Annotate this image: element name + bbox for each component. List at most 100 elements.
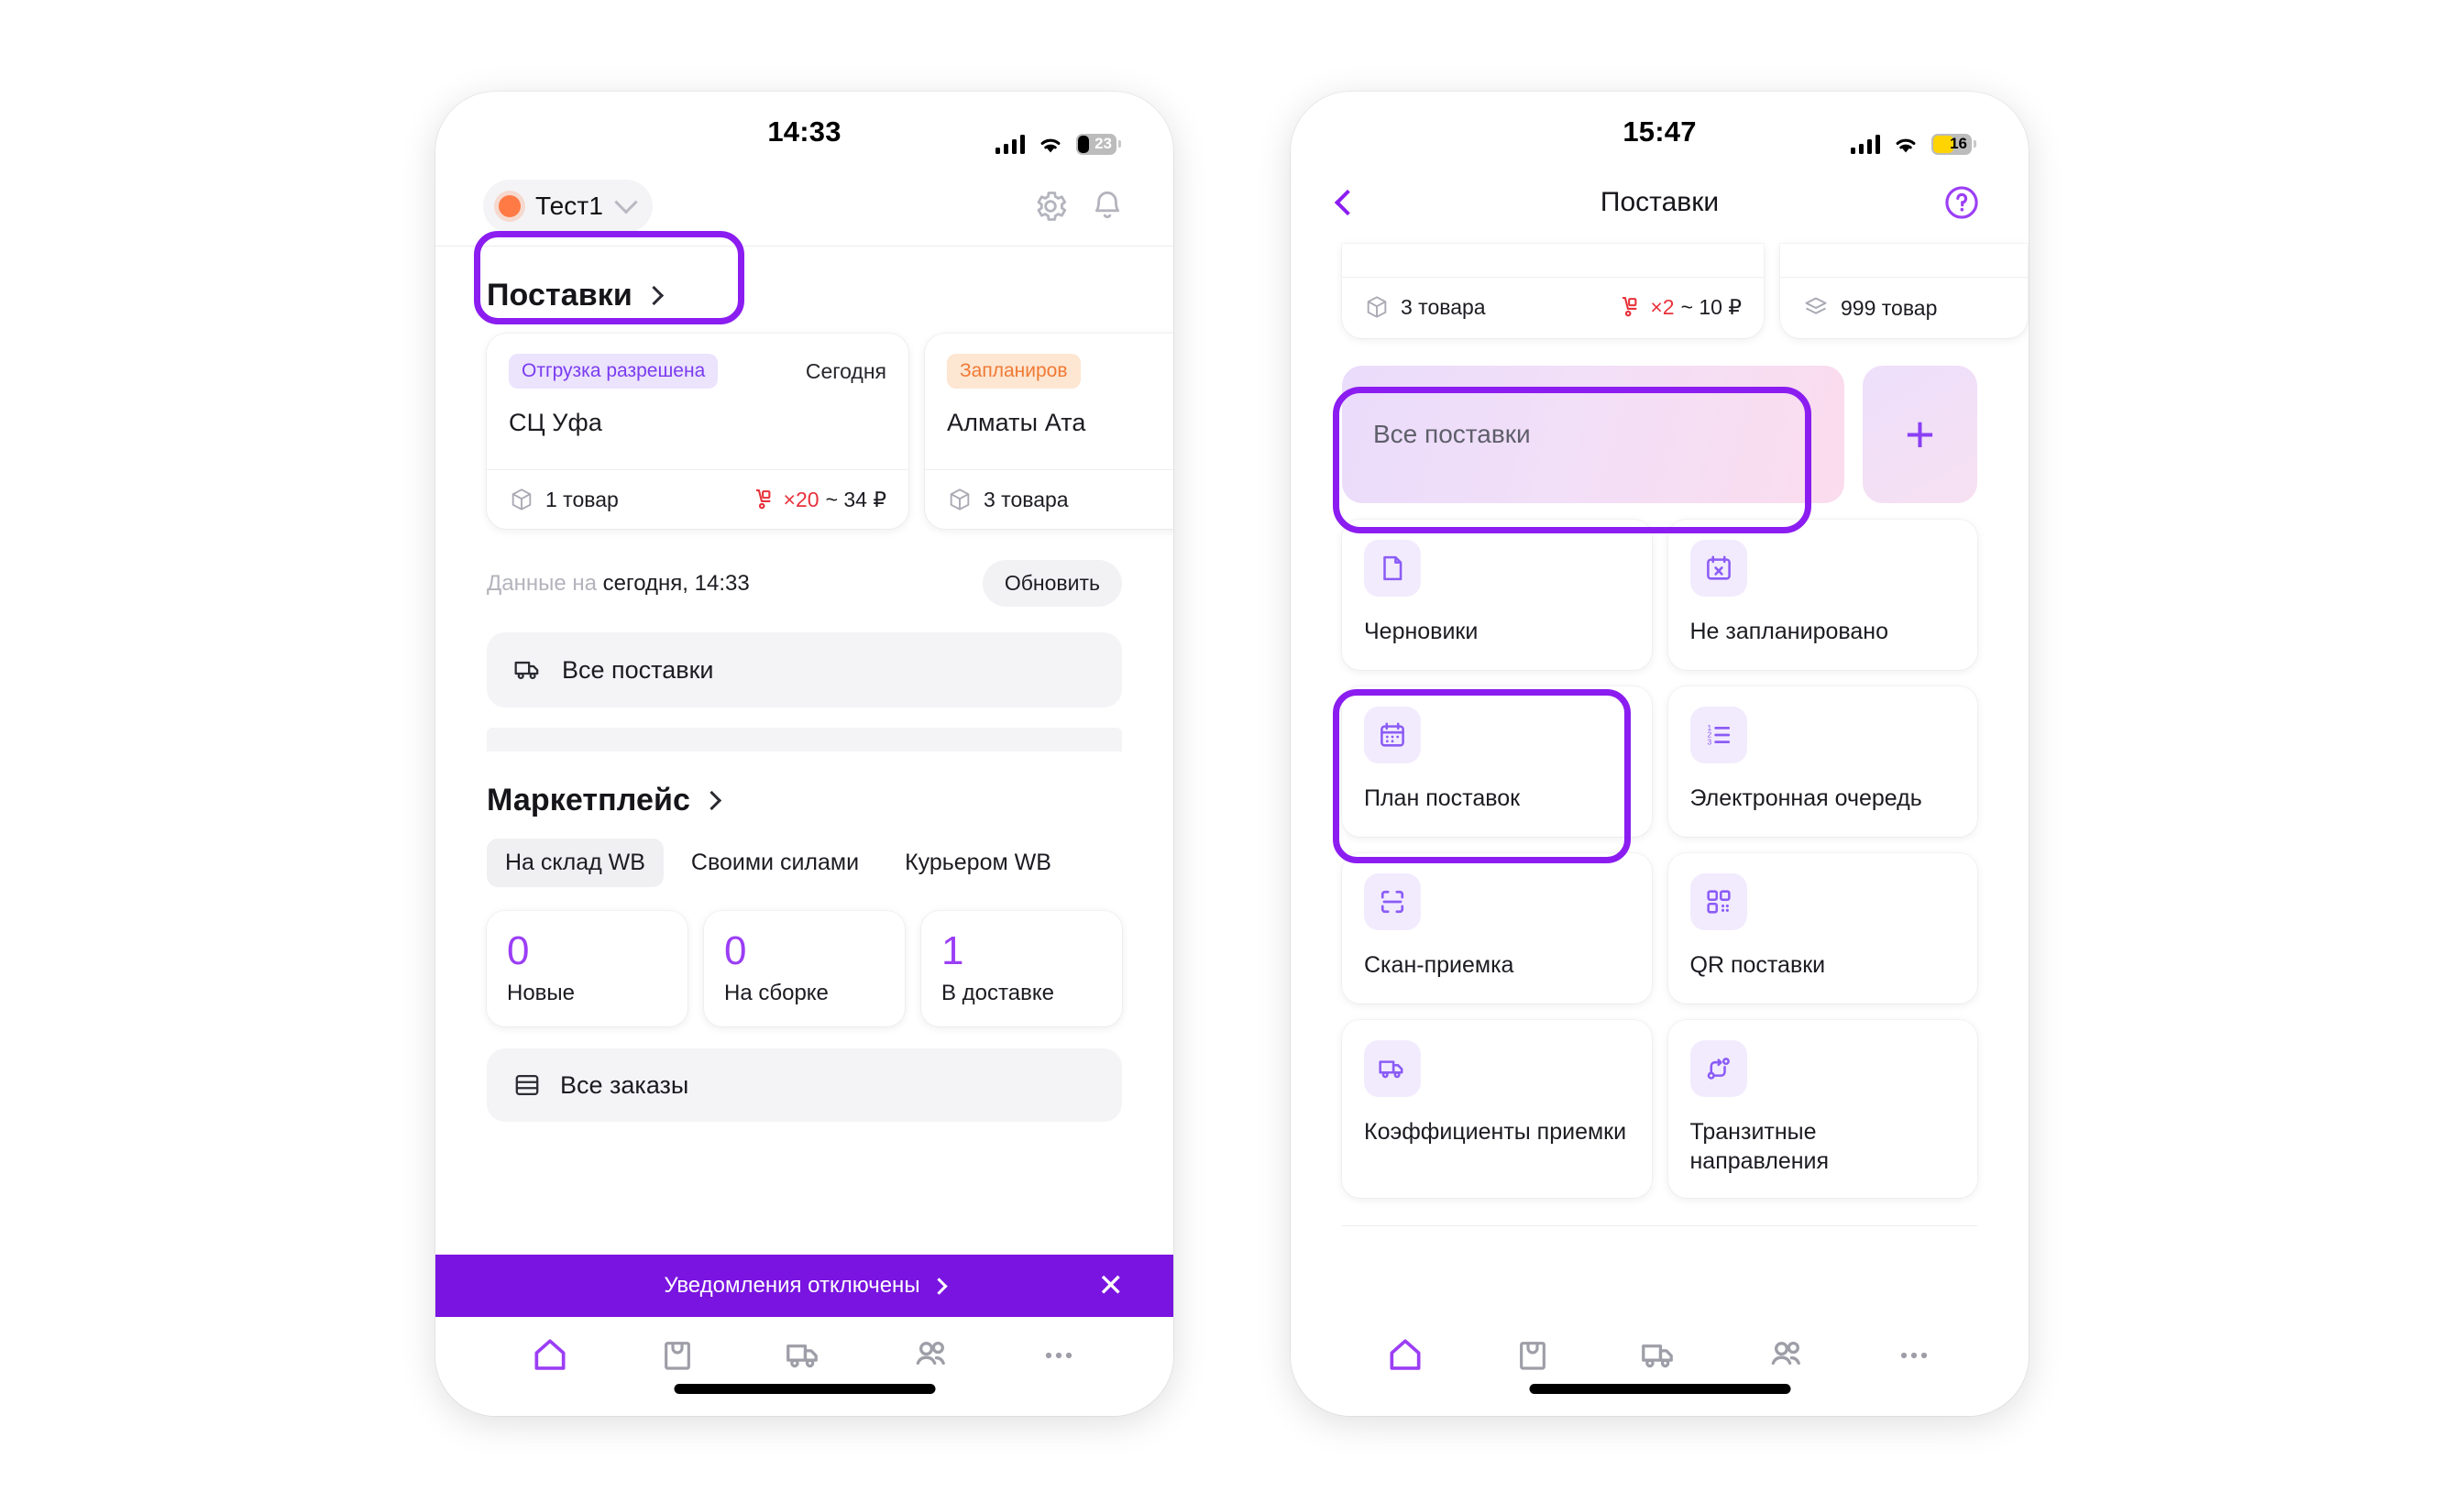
- people-icon: [916, 1341, 945, 1366]
- nav-people[interactable]: [1760, 1332, 1813, 1379]
- nav-people[interactable]: [905, 1332, 958, 1379]
- marketplace-title: Маркетплейс: [487, 783, 691, 817]
- tile-label: Электронная очередь: [1689, 785, 1922, 811]
- nav-supplies[interactable]: [777, 1332, 830, 1379]
- tile-acceptance-coefficients[interactable]: Коэффициенты приемки: [1342, 1020, 1652, 1198]
- home-indicator: [1529, 1384, 1790, 1394]
- items-count: 3 товара: [1401, 294, 1486, 319]
- bag-icon: [1519, 1342, 1546, 1370]
- notifications-banner-text: Уведомления отключены: [664, 1273, 948, 1299]
- more-dots-icon: [1900, 1352, 1927, 1359]
- nav-bag[interactable]: [651, 1332, 704, 1379]
- account-name: Тест1: [535, 192, 603, 220]
- tile-scan-acceptance[interactable]: Скан-приемка: [1342, 853, 1652, 1004]
- supply-card[interactable]: Запланиров Алматы Ата 3 товара: [925, 334, 1173, 529]
- svg-text:2: 2: [1707, 730, 1711, 740]
- tab-na-sklad-wb[interactable]: На склад WB: [487, 839, 664, 887]
- all-supplies-controls: Все поставки +: [1291, 338, 2029, 503]
- tile-electronic-queue[interactable]: 1 2 3 Электронная очередь: [1667, 686, 1977, 837]
- nav-more[interactable]: [1032, 1332, 1085, 1379]
- people-icon: [1771, 1341, 1800, 1366]
- stat-card-new[interactable]: 0 Новые: [487, 911, 688, 1027]
- list-icon: [515, 1075, 539, 1096]
- supply-date: Сегодня: [805, 358, 886, 383]
- nav-home[interactable]: [523, 1332, 577, 1379]
- supplies-section-header[interactable]: Поставки: [435, 247, 1173, 334]
- battery-level: 23: [1094, 135, 1112, 152]
- price: ~ 34 ₽: [825, 487, 886, 511]
- svg-text:1: 1: [1707, 723, 1711, 732]
- supply-card[interactable]: 3 товара ×2 ~ 10 ₽: [1342, 244, 1764, 338]
- tile-label: План поставок: [1364, 785, 1521, 811]
- phone-mockup-supplies: 15:47 16 Поставки: [1291, 92, 2029, 1416]
- page-title: Поставки: [1600, 187, 1720, 217]
- data-timestamp-value: сегодня, 14:33: [602, 570, 750, 596]
- phone-mockup-home: 14:33 23 Тест1: [435, 92, 1173, 1416]
- items-count: 3 товара: [984, 487, 1069, 511]
- truck-icon: [514, 661, 539, 680]
- stat-card-in-delivery[interactable]: 1 В доставке: [921, 911, 1122, 1027]
- tile-label: Скан-приемка: [1364, 952, 1514, 978]
- numbered-list-icon: 1 2 3: [1689, 707, 1747, 763]
- supplies-title: Поставки: [487, 278, 632, 313]
- nav-bag[interactable]: [1506, 1332, 1559, 1379]
- layers-icon: [1805, 297, 1827, 314]
- chevron-right-icon: [644, 285, 664, 306]
- bell-icon[interactable]: [1089, 188, 1126, 225]
- tile-label: Черновики: [1364, 619, 1479, 644]
- tile-transit-directions[interactable]: Транзитные направления: [1667, 1020, 1977, 1198]
- help-circle-icon[interactable]: [1942, 183, 1981, 222]
- tile-drafts[interactable]: Черновики: [1342, 520, 1652, 670]
- chevron-right-icon: [930, 1277, 948, 1295]
- stat-label: Новые: [507, 981, 576, 1006]
- status-bar-1: 14:33 23: [435, 92, 1173, 176]
- marketplace-section-header[interactable]: Маркетплейс: [435, 751, 1173, 839]
- hand-truck-icon: [755, 489, 771, 510]
- close-icon[interactable]: ✕: [1097, 1268, 1125, 1303]
- calendar-icon: [1364, 707, 1421, 763]
- gear-icon[interactable]: [1032, 188, 1069, 225]
- supply-card[interactable]: Отгрузка разрешена Сегодня СЦ Уфа 1 това…: [487, 334, 908, 529]
- tab-svoimi-silami[interactable]: Своими силами: [690, 850, 860, 875]
- tab-kurerom-wb[interactable]: Курьером WB: [905, 850, 1051, 875]
- add-supply-button[interactable]: +: [1863, 366, 1977, 503]
- scan-icon: [1364, 873, 1421, 930]
- battery-icon: 23: [1076, 133, 1121, 155]
- svg-text:3: 3: [1707, 737, 1711, 746]
- tile-label: Коэффициенты приемки: [1364, 1119, 1627, 1145]
- signal-icon: [995, 134, 1025, 154]
- coefficient: ×20: [783, 487, 820, 511]
- truck-icon: [1642, 1344, 1674, 1368]
- bottom-divider: [1342, 1225, 1977, 1226]
- more-dots-icon: [1045, 1352, 1072, 1359]
- refresh-button[interactable]: Обновить: [982, 560, 1122, 607]
- battery-level: 16: [1950, 135, 1967, 152]
- section-spacer: [487, 728, 1122, 751]
- notifications-banner[interactable]: Уведомления отключены ✕: [435, 1255, 1173, 1317]
- tile-supply-plan[interactable]: План поставок: [1342, 686, 1652, 837]
- stat-label: На сборке: [724, 981, 829, 1006]
- nav-home[interactable]: [1379, 1332, 1432, 1379]
- home-icon: [1390, 1339, 1421, 1370]
- all-supplies-button[interactable]: Все поставки: [1342, 366, 1844, 503]
- all-orders-row[interactable]: Все заказы: [487, 1048, 1122, 1123]
- tile-qr-supply[interactable]: QR поставки: [1667, 853, 1977, 1004]
- supply-card[interactable]: 999 товар: [1780, 244, 2028, 338]
- tile-not-planned[interactable]: Не запланировано: [1667, 520, 1977, 670]
- account-selector[interactable]: Тест1: [483, 180, 653, 233]
- supply-tools-grid: Черновики Не запланировано: [1291, 503, 2029, 1198]
- nav-more[interactable]: [1887, 1332, 1941, 1379]
- all-supplies-label: Все поставки: [1373, 420, 1531, 448]
- header-divider: [435, 246, 1173, 247]
- nav-supplies[interactable]: [1633, 1332, 1686, 1379]
- box-icon: [1367, 296, 1387, 318]
- home-indicator: [674, 1384, 935, 1394]
- stat-card-assembling[interactable]: 0 На сборке: [704, 911, 905, 1027]
- banner-label: Уведомления отключены: [664, 1273, 920, 1298]
- signal-icon: [1850, 134, 1880, 154]
- all-supplies-row[interactable]: Все поставки: [487, 632, 1122, 708]
- tile-label: QR поставки: [1689, 952, 1826, 978]
- status-time: 15:47: [1622, 115, 1697, 148]
- items-count: 1 товар: [545, 487, 619, 511]
